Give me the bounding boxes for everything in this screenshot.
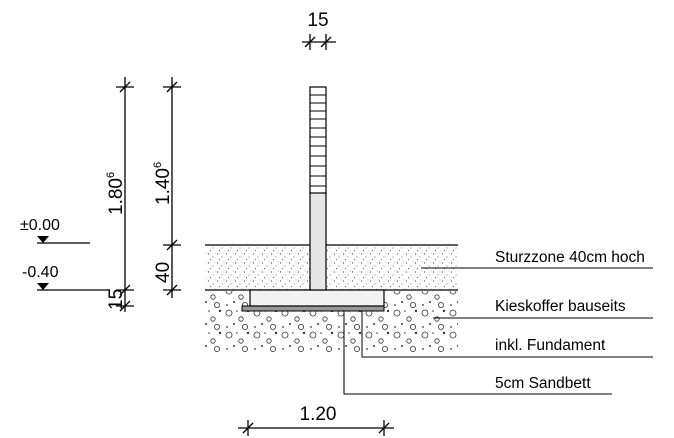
dim-wall-thickness: 15: [302, 10, 336, 50]
level-marker-top: ±0.00: [20, 217, 90, 244]
dim-total-height: 1.806 15: [105, 77, 134, 312]
dim-free-height: 1.406 40: [152, 77, 181, 298]
sand-bed: [241, 305, 385, 312]
annotation-incl-foundation: inkl. Fundament: [495, 337, 606, 354]
annotation-sand-bed: 5cm Sandbett: [495, 375, 591, 392]
foundation: [249, 289, 385, 307]
leader-lines: [343, 267, 653, 395]
level-top-label: ±0.00: [20, 217, 60, 234]
annotation-impact-zone: Sturzzone 40cm hoch: [495, 249, 645, 266]
level-marker-bottom: -0.40: [22, 264, 110, 291]
wall-lower: [309, 191, 327, 291]
level-bottom-label: -0.40: [22, 264, 59, 281]
wall-hatching: [310, 94, 326, 187]
dim-free-height-label: 1.406: [152, 162, 174, 205]
impact-zone-fill: [205, 245, 458, 290]
dim-impact-zone-label: 40: [153, 262, 174, 283]
annotation-gravel-bed: Kieskoffer bauseits: [495, 298, 626, 315]
dim-foundation-depth-label: 15: [106, 289, 127, 310]
dim-total-height-label: 1.806: [105, 172, 127, 215]
dim-foundation-width: 1.20: [238, 404, 394, 436]
dim-wall-thickness-label: 15: [307, 10, 328, 31]
dim-foundation-width-label: 1.20: [300, 404, 337, 425]
